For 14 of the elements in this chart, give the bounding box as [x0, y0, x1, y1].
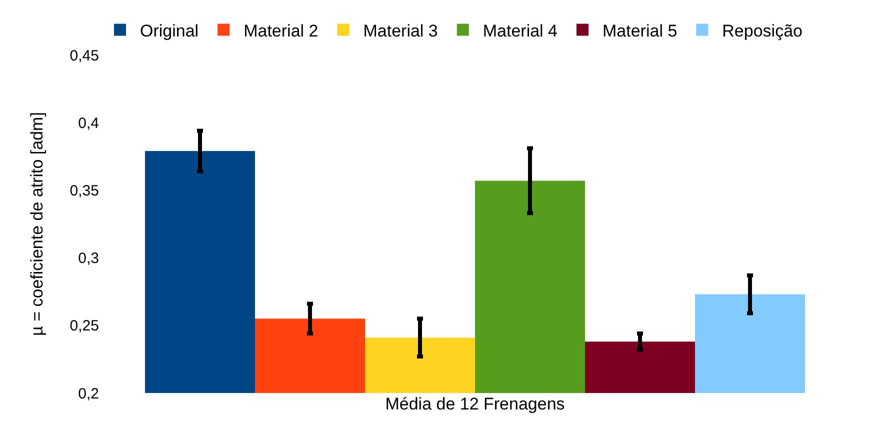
legend-label: Original	[140, 21, 199, 40]
y-tick-label: 0,4	[78, 114, 99, 132]
legend-label: Material 5	[602, 21, 678, 40]
legend-label: Material 2	[244, 21, 318, 40]
y-tick-label: 0,45	[70, 47, 99, 64]
legend-label: Material 4	[482, 21, 558, 40]
y-tick-label: 0,25	[70, 318, 99, 335]
x-axis-title: Média de 12 Frenagens	[385, 394, 565, 414]
y-tick-label: 0,3	[78, 250, 99, 268]
legend-label: Material 3	[363, 21, 438, 40]
legend-label: Reposição	[722, 21, 802, 40]
y-axis-title: µ = coeficiente de atrito [adm]	[27, 112, 46, 336]
y-tick-label: 0,2	[78, 385, 99, 402]
y-tick-label: 0,35	[70, 182, 99, 200]
